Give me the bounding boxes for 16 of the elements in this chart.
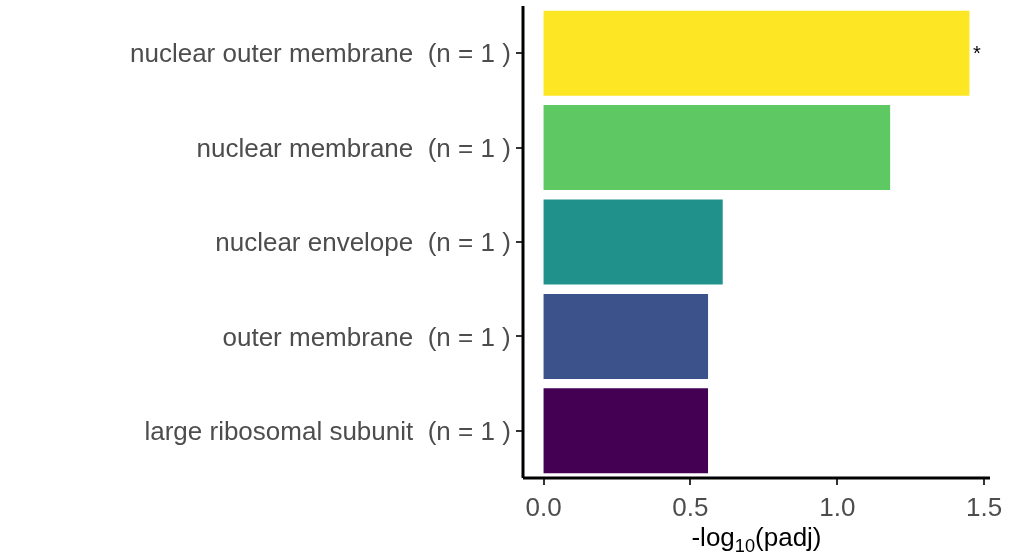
x-tick-label: 0.0 [525, 492, 562, 523]
x-tick-label: 1.5 [966, 492, 1003, 523]
x-tick-label: 1.0 [819, 492, 856, 523]
bar [543, 199, 723, 285]
y-tick-label: nuclear membrane (n = 1 ) [196, 132, 511, 163]
x-axis-title: -log$_{10}$(padj) [691, 522, 822, 556]
y-tick-label: large ribosomal subunit (n = 1 ) [144, 415, 511, 446]
y-tick-label: nuclear envelope (n = 1 ) [215, 227, 511, 258]
bar [543, 105, 891, 191]
bar [543, 293, 709, 379]
annotation: * [973, 42, 981, 64]
y-tick-label: nuclear outer membrane (n = 1 ) [130, 38, 511, 69]
bar [543, 10, 970, 96]
bar [543, 388, 709, 474]
x-tick-label: 0.5 [672, 492, 709, 523]
y-tick-label: outer membrane (n = 1 ) [222, 321, 511, 352]
